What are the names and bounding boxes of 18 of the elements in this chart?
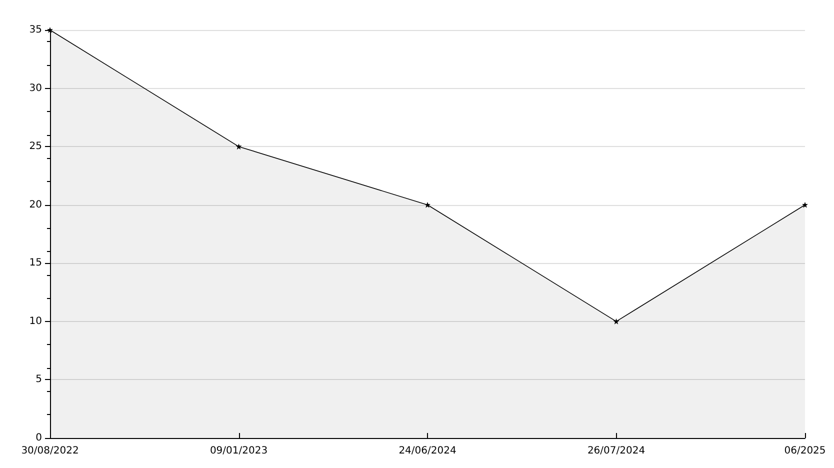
y-tick-label: 5: [36, 374, 42, 386]
y-tick-label: 25: [29, 141, 42, 152]
y-tick-label: 35: [29, 24, 42, 36]
x-tick-label: 09/01/2023: [210, 446, 268, 456]
y-tick-label: 15: [29, 258, 42, 269]
point: [47, 27, 53, 33]
y-tick-label: 30: [29, 82, 42, 94]
point: [424, 202, 430, 208]
x-tick-label: 26/07/2024: [587, 446, 646, 456]
x-tick-label: 06/2025: [784, 446, 826, 456]
y-tick-label: 10: [29, 316, 42, 327]
y-tick-label: 20: [29, 199, 42, 210]
point: [613, 318, 620, 324]
point: [802, 202, 808, 208]
point: [236, 144, 242, 150]
x-tick-label: 24/06/2024: [398, 446, 456, 456]
y-tick-label: 0: [36, 432, 42, 444]
x-tick-label: 30/08/2022: [21, 446, 79, 456]
